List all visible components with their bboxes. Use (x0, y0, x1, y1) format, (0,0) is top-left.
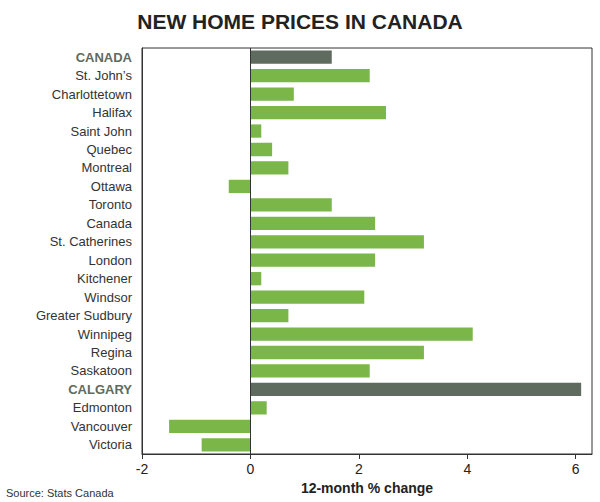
svg-text:Winnipeg: Winnipeg (78, 327, 132, 342)
svg-text:Regina: Regina (91, 345, 133, 360)
svg-text:London: London (89, 253, 132, 268)
svg-text:Ottawa: Ottawa (91, 179, 133, 194)
svg-text:Victoria: Victoria (89, 437, 133, 452)
svg-text:Quebec: Quebec (86, 142, 132, 157)
svg-text:Greater Sudbury: Greater Sudbury (36, 308, 133, 323)
svg-text:Saint John: Saint John (71, 124, 132, 139)
svg-text:2: 2 (355, 461, 363, 477)
svg-text:Edmonton: Edmonton (73, 400, 132, 415)
svg-text:Vancouver: Vancouver (71, 419, 133, 434)
svg-text:St. Catherines: St. Catherines (50, 234, 133, 249)
svg-text:Charlottetown: Charlottetown (52, 87, 132, 102)
svg-text:0: 0 (247, 461, 255, 477)
svg-text:CALGARY: CALGARY (68, 382, 132, 397)
svg-text:Saskatoon: Saskatoon (71, 363, 132, 378)
svg-text:Montreal: Montreal (81, 160, 132, 175)
svg-text:4: 4 (463, 461, 471, 477)
svg-text:-2: -2 (136, 461, 149, 477)
svg-text:Canada: Canada (86, 216, 132, 231)
svg-text:Halifax: Halifax (92, 105, 132, 120)
svg-text:NEW HOME PRICES IN CANADA: NEW HOME PRICES IN CANADA (137, 10, 463, 33)
svg-text:12-month % change: 12-month % change (301, 480, 433, 496)
svg-text:Toronto: Toronto (89, 197, 132, 212)
svg-text:6: 6 (572, 461, 580, 477)
svg-text:Windsor: Windsor (84, 290, 132, 305)
svg-text:Kitchener: Kitchener (77, 271, 133, 286)
svg-text:CANADA: CANADA (76, 50, 133, 65)
svg-text:Source: Stats Canada: Source: Stats Canada (6, 487, 115, 499)
svg-text:St. John’s: St. John’s (75, 68, 132, 83)
